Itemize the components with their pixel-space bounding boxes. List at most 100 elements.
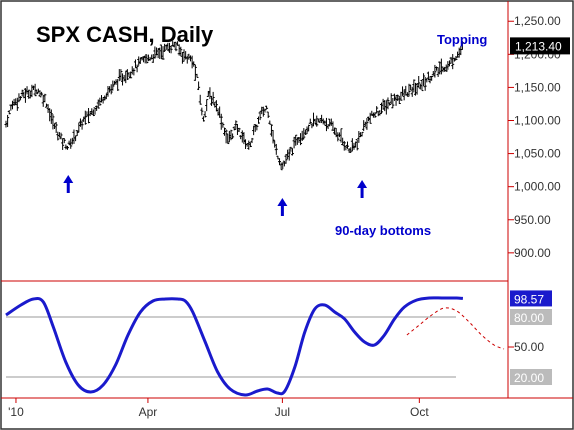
chart-title: SPX CASH, Daily bbox=[36, 22, 214, 47]
ohlc-bar bbox=[360, 131, 364, 137]
ohlc-bar bbox=[192, 61, 196, 67]
ohlc-bar bbox=[198, 94, 202, 105]
ohlc-bar bbox=[83, 110, 87, 125]
ohlc-bar bbox=[422, 73, 426, 87]
ohlc-bar bbox=[91, 109, 95, 117]
x-tick-label: '10 bbox=[8, 405, 24, 419]
ohlc-bar bbox=[195, 73, 199, 78]
ohlc-bar bbox=[51, 114, 55, 130]
x-tick-label: Jul bbox=[275, 405, 290, 419]
ohlc-bar bbox=[256, 116, 260, 124]
ohlc-bar bbox=[229, 129, 233, 141]
ohlc-bar bbox=[261, 106, 265, 117]
ohlc-bar bbox=[98, 97, 102, 106]
ohlc-bar bbox=[399, 91, 403, 101]
ohlc-bar bbox=[221, 122, 225, 128]
ohlc-bar bbox=[54, 121, 58, 133]
ohlc-bar bbox=[379, 102, 383, 114]
topping-label: Topping bbox=[437, 32, 487, 47]
ohlc-bar bbox=[163, 43, 167, 52]
ohlc-bar bbox=[231, 133, 235, 140]
ohlc-bar bbox=[219, 113, 223, 130]
ohlc-bar bbox=[7, 110, 11, 115]
ohlc-bar bbox=[125, 69, 129, 80]
ohlc-bar bbox=[17, 93, 21, 103]
x-tick-label: Apr bbox=[139, 405, 158, 419]
threshold-box bbox=[510, 309, 552, 325]
last-osc-box bbox=[510, 290, 552, 307]
x-axis: '10 Apr Jul Oct bbox=[8, 398, 429, 419]
osc-tick-label: 50.00 bbox=[514, 340, 544, 354]
price-tick-label: 1,150.00 bbox=[514, 80, 561, 94]
price-tick-label: 950.00 bbox=[514, 213, 551, 227]
ohlc-bar bbox=[145, 54, 149, 64]
ohlc-bar bbox=[6, 114, 10, 128]
ohlc-bar bbox=[20, 89, 24, 97]
ohlc-bar bbox=[315, 115, 319, 127]
arrow-head bbox=[357, 180, 368, 188]
ohlc-bar bbox=[412, 79, 416, 93]
bottom-arrow-icon bbox=[277, 198, 288, 216]
projection-line bbox=[406, 307, 505, 350]
ohlc-bar bbox=[397, 95, 401, 105]
ohlc-bar bbox=[365, 117, 369, 130]
ohlc-bar bbox=[279, 162, 283, 171]
ohlc-bar bbox=[61, 138, 65, 150]
ohlc-bar bbox=[116, 79, 120, 91]
ohlc-bar bbox=[451, 54, 455, 70]
price-tick-label: 900.00 bbox=[514, 246, 551, 260]
threshold-label: 80.00 bbox=[514, 311, 544, 325]
annotations: Topping 90-day bottoms bbox=[63, 32, 487, 238]
ohlc-bar bbox=[396, 94, 400, 101]
price-tick-label: 1,000.00 bbox=[514, 180, 561, 194]
ohlc-bar bbox=[237, 127, 241, 133]
ohlc-bar bbox=[33, 83, 37, 97]
ohlc-bar bbox=[454, 55, 458, 61]
ohlc-bar bbox=[299, 133, 303, 146]
ohlc-bar bbox=[287, 148, 291, 161]
last-osc-label: 98.57 bbox=[514, 292, 544, 306]
ohlc-bar bbox=[35, 89, 39, 95]
ohlc-bar bbox=[174, 41, 178, 52]
ohlc-bar bbox=[423, 76, 427, 91]
ohlc-bar bbox=[368, 112, 372, 124]
ohlc-bar bbox=[308, 118, 312, 124]
ohlc-bar bbox=[224, 129, 228, 144]
ohlc-bar bbox=[211, 91, 215, 105]
ohlc-bar bbox=[40, 91, 44, 96]
ohlc-bar bbox=[294, 134, 298, 146]
oscillator-line bbox=[5, 296, 464, 397]
ohlc-bar bbox=[135, 64, 139, 73]
ohlc-bar bbox=[339, 128, 343, 143]
ohlc-bar bbox=[119, 69, 123, 81]
bottom-arrow-icon bbox=[357, 180, 368, 198]
price-tick-label: 1,100.00 bbox=[514, 113, 561, 127]
oscillator-axis: 98.57 80.00 20.00 50.00 bbox=[508, 290, 552, 385]
ohlc-bar bbox=[302, 128, 306, 140]
ohlc-bar bbox=[96, 99, 100, 109]
ohlc-bar bbox=[87, 108, 91, 124]
ohlc-bar bbox=[289, 146, 293, 152]
ohlc-bar bbox=[266, 111, 270, 119]
ohlc-bar bbox=[193, 64, 197, 81]
ohlc-bar bbox=[265, 105, 269, 110]
ohlc-bar bbox=[129, 71, 133, 79]
ohlc-bar bbox=[336, 132, 340, 142]
ohlc-bar bbox=[109, 84, 113, 95]
price-tick-label: 1,050.00 bbox=[514, 147, 561, 161]
ohlc-bar bbox=[38, 90, 42, 98]
ohlc-bar bbox=[346, 141, 350, 149]
ohlc-bar bbox=[268, 120, 272, 125]
ohlc-bar bbox=[56, 131, 60, 141]
ohlc-bar bbox=[169, 45, 173, 54]
ohlc-bar bbox=[66, 145, 70, 150]
bottom-arrow-icon bbox=[63, 175, 74, 193]
ohlc-bar bbox=[226, 133, 230, 145]
ohlc-bar bbox=[342, 140, 346, 151]
ohlc-bar bbox=[179, 46, 183, 57]
ohlc-bar bbox=[433, 64, 437, 78]
bottoms-label: 90-day bottoms bbox=[335, 223, 431, 238]
ohlc-bar bbox=[391, 97, 395, 109]
ohlc-bar bbox=[161, 46, 165, 60]
